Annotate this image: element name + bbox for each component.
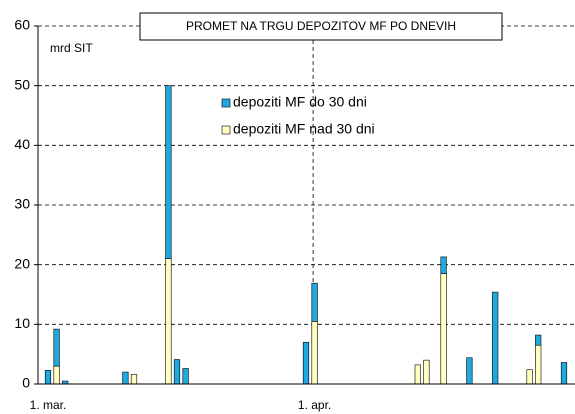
bar-segment xyxy=(165,258,172,385)
bar-segment xyxy=(440,256,447,274)
bar-segment xyxy=(173,359,181,385)
x-tick-label: 1. apr. xyxy=(298,398,331,412)
legend-label: depoziti MF nad 30 dni xyxy=(233,121,375,137)
legend-swatch xyxy=(221,98,231,108)
bar-segment xyxy=(535,344,542,385)
title-box xyxy=(139,12,503,41)
bar-segment xyxy=(182,368,189,385)
bar-segment xyxy=(53,365,60,385)
legend-swatch xyxy=(221,125,231,135)
y-tick-label: 60 xyxy=(14,17,30,33)
x-tick-label: 1. mar. xyxy=(30,398,67,412)
y-tick-label: 0 xyxy=(22,375,30,391)
bar-segment xyxy=(423,359,430,385)
bar-segment xyxy=(535,334,542,346)
bar-segment xyxy=(130,374,138,385)
bar-segment xyxy=(44,369,52,385)
y-tick-label: 40 xyxy=(14,136,30,152)
legend-label: depoziti MF do 30 dni xyxy=(233,94,367,110)
bar-segment xyxy=(122,371,129,385)
y-tick-label: 50 xyxy=(14,76,30,92)
bar-segment xyxy=(466,357,473,385)
y-tick-label: 10 xyxy=(14,315,30,331)
y-tick-label: 20 xyxy=(14,255,30,271)
bar-segment xyxy=(53,328,60,367)
bar-segment xyxy=(560,362,568,385)
bar-segment xyxy=(440,273,447,385)
bar-segment xyxy=(414,364,421,385)
bar-segment xyxy=(165,85,172,260)
bar-segment xyxy=(311,282,318,322)
y-tick-label: 30 xyxy=(14,196,30,212)
bar-segment xyxy=(526,369,533,385)
bar-segment xyxy=(302,341,310,385)
y-axis-label: mrd SIT xyxy=(50,41,93,55)
bar-segment xyxy=(311,321,318,385)
bar-segment xyxy=(492,291,499,385)
chart-title: PROMET NA TRGU DEPOZITOV MF PO DNEVIH xyxy=(186,19,456,33)
